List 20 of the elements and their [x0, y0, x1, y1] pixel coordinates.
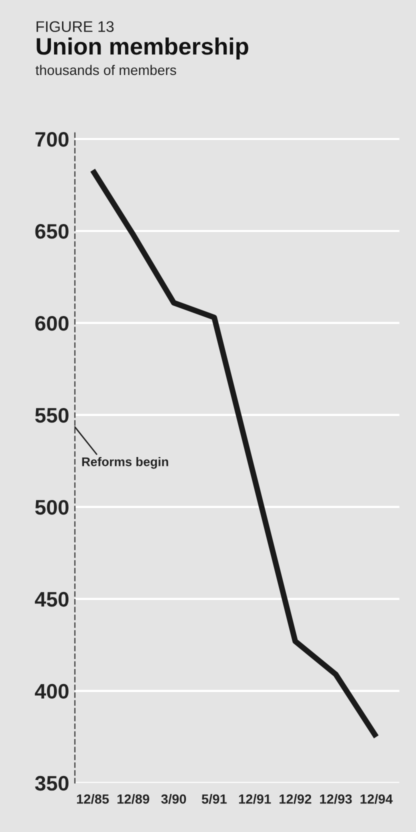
- y-tick-label: 350: [35, 776, 68, 791]
- y-tick-label: 400: [34, 684, 68, 699]
- x-tick-label: 12/94: [360, 794, 393, 804]
- x-tick-label: 5/91: [202, 794, 227, 804]
- annotation: Reforms begin: [82, 457, 168, 469]
- caption: FIGURE 13: [36, 21, 114, 32]
- x-tick-label: 12/93: [320, 794, 352, 804]
- x-tick-label: 3/90: [161, 794, 186, 804]
- y-tick-label: 450: [34, 592, 68, 607]
- y-tick-label: 550: [35, 408, 68, 423]
- x-tick-label: 12/92: [280, 794, 312, 804]
- y-tick-label: 650: [35, 224, 68, 239]
- x-tick-label: 12/89: [118, 794, 150, 804]
- y-tick-label: 500: [35, 500, 68, 515]
- y-axis-title: thousands of members: [36, 64, 176, 76]
- x-tick-label: 12/85: [77, 794, 109, 804]
- y-tick-label: 600: [35, 316, 68, 331]
- x-tick-label: 12/91: [239, 794, 271, 804]
- y-tick-label: 700: [35, 132, 68, 147]
- chart-title: Union membership: [36, 37, 248, 60]
